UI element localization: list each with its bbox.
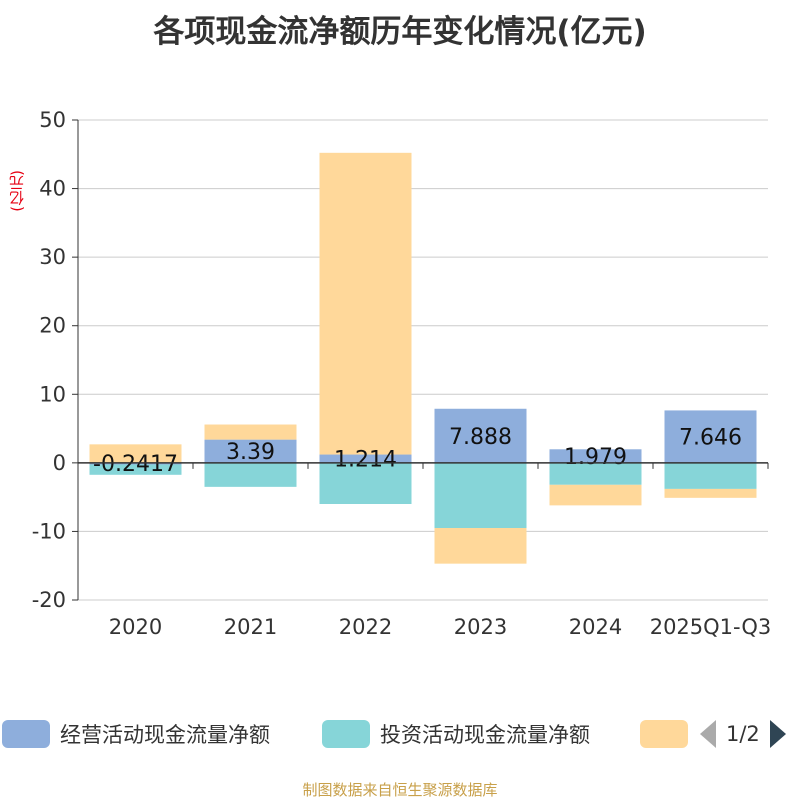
- legend-pager: 1/2: [700, 716, 786, 752]
- bar-financing: [319, 152, 412, 455]
- y-tick-label: 0: [53, 451, 66, 475]
- y-tick-label: 40: [39, 177, 66, 201]
- bar-operating: [434, 408, 527, 463]
- bar-investing: [434, 462, 527, 528]
- data-label-operating: 7.646: [679, 426, 742, 451]
- bar-investing: [319, 462, 412, 504]
- legend-swatch-operating: [2, 720, 50, 748]
- x-tick-label: 2025Q1-Q3: [650, 615, 772, 639]
- y-tick-label: 50: [39, 108, 66, 132]
- bar-operating: [549, 449, 642, 463]
- x-tick-label: 2023: [454, 615, 507, 639]
- data-label-operating: 1.979: [564, 445, 627, 470]
- legend-label-operating: 经营活动现金流量净额: [60, 723, 270, 747]
- chart-title: 各项现金流净额历年变化情况(亿元): [153, 14, 647, 50]
- bar-investing: [204, 462, 297, 487]
- y-tick-label: 20: [39, 314, 66, 338]
- bar-financing: [434, 528, 527, 564]
- legend-item-operating[interactable]: 经营活动现金流量净额: [2, 716, 270, 752]
- data-label-operating: 7.888: [449, 425, 512, 450]
- y-tick-label: 30: [39, 245, 66, 269]
- bar-operating: [664, 410, 757, 463]
- data-label-operating: 3.39: [226, 440, 275, 465]
- data-label-operating: 1.214: [334, 448, 397, 473]
- y-tick-label: 10: [39, 382, 66, 406]
- bar-operating: [319, 454, 412, 463]
- legend-swatch-financing: [640, 720, 688, 748]
- legend-prev-page-icon[interactable]: [700, 720, 716, 748]
- legend-next-page-icon[interactable]: [769, 720, 786, 748]
- bar-financing: [89, 444, 182, 463]
- data-label-operating: -0.2417: [93, 452, 178, 477]
- legend-item-investing[interactable]: 投资活动现金流量净额: [322, 716, 590, 752]
- legend-label-investing: 投资活动现金流量净额: [380, 723, 590, 747]
- legend: 经营活动现金流量净额 投资活动现金流量净额 1/2: [0, 716, 800, 752]
- legend-swatch-investing: [322, 720, 370, 748]
- y-tick-label: -10: [32, 519, 66, 543]
- bar-operating: [89, 462, 182, 465]
- x-tick-label: 2020: [109, 615, 162, 639]
- bar-operating: [204, 439, 297, 463]
- bar-chart: 50 40 30 20 10 0 -10 -20 -0.2417 2020 3.39 2021 1.21…: [32, 108, 772, 639]
- x-tick-label: 2022: [339, 615, 392, 639]
- bar-investing: [664, 462, 757, 489]
- legend-item-financing[interactable]: [640, 716, 698, 752]
- bar-investing: [549, 462, 642, 485]
- x-tick-label: 2021: [224, 615, 277, 639]
- legend-page-indicator: 1/2: [726, 722, 760, 746]
- bar-financing: [204, 424, 297, 440]
- bar-investing: [89, 464, 182, 475]
- bar-financing: [664, 488, 757, 498]
- bar-financing: [549, 484, 642, 506]
- x-tick-label: 2024: [569, 615, 622, 639]
- data-source-note: 制图数据来自恒生聚源数据库: [302, 781, 498, 799]
- y-tick-label: -20: [32, 588, 66, 612]
